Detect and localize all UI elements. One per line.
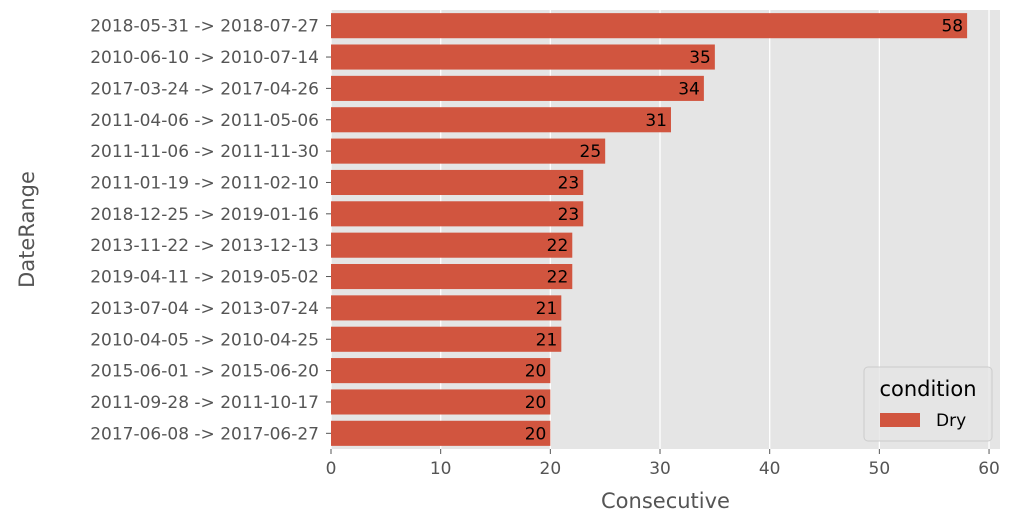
legend-swatch-dry — [880, 413, 920, 427]
bar-10 — [331, 326, 562, 352]
bar-value-label-1: 35 — [689, 48, 711, 68]
legend-title: condition — [879, 377, 976, 401]
bar-value-label-8: 22 — [547, 268, 569, 288]
x-tick-label-40: 40 — [759, 459, 781, 479]
bar-value-label-12: 20 — [525, 393, 547, 413]
bar-1 — [331, 44, 715, 70]
y-tick-label-9: 2013-07-04 -> 2013-07-24 — [90, 299, 319, 319]
bar-value-label-5: 23 — [558, 173, 580, 193]
bar-value-label-11: 20 — [525, 362, 547, 382]
bar-value-label-6: 23 — [558, 205, 580, 225]
bar-8 — [331, 263, 573, 290]
x-tick-label-50: 50 — [869, 459, 891, 479]
bar-7 — [331, 232, 573, 258]
legend: condition Dry — [863, 366, 993, 442]
y-tick-label-10: 2010-04-05 -> 2010-04-25 — [90, 330, 319, 350]
bar-6 — [331, 201, 584, 227]
bar-12 — [331, 389, 551, 415]
bar-value-label-2: 34 — [678, 79, 700, 99]
x-tick-labels: 0 10 20 30 40 50 60 — [326, 449, 1000, 479]
y-tick-label-4: 2011-11-06 -> 2011-11-30 — [90, 142, 319, 162]
y-tick-label-8: 2019-04-11 -> 2019-05-02 — [90, 268, 319, 288]
y-tick-label-3: 2011-04-06 -> 2011-05-06 — [90, 111, 319, 131]
bar-value-label-7: 22 — [547, 236, 569, 256]
bar-value-label-9: 21 — [536, 299, 558, 319]
x-tick-label-20: 20 — [540, 459, 562, 479]
y-tick-label-11: 2015-06-01 -> 2015-06-20 — [90, 362, 319, 382]
bar-value-label-10: 21 — [536, 330, 558, 350]
x-axis-label: Consecutive — [601, 489, 730, 513]
y-tick-label-5: 2011-01-19 -> 2011-02-10 — [90, 173, 319, 193]
bar-3 — [331, 107, 671, 133]
y-tick-label-2: 2017-03-24 -> 2017-04-26 — [90, 79, 319, 99]
y-tick-label-0: 2018-05-31 -> 2018-07-27 — [90, 17, 319, 37]
bar-2 — [331, 75, 704, 101]
bar-11 — [331, 358, 551, 384]
y-tick-label-13: 2017-06-08 -> 2017-06-27 — [90, 424, 319, 444]
bar-value-label-4: 25 — [580, 142, 602, 162]
legend-label-dry: Dry — [936, 411, 966, 431]
y-tick-label-12: 2011-09-28 -> 2011-10-17 — [90, 393, 319, 413]
bar-value-label-3: 31 — [645, 111, 667, 131]
bar-0 — [331, 13, 968, 39]
x-tick-label-60: 60 — [978, 459, 1000, 479]
bar-4 — [331, 138, 606, 164]
x-tick-label-0: 0 — [326, 459, 337, 479]
y-axis-label: DateRange — [15, 171, 39, 288]
bar-value-label-13: 20 — [525, 424, 547, 444]
bar-9 — [331, 295, 562, 321]
bar-13 — [331, 420, 551, 446]
bar-value-label-0: 58 — [941, 17, 963, 37]
x-tick-label-10: 10 — [430, 459, 452, 479]
x-tick-label-30: 30 — [649, 459, 671, 479]
y-tick-labels: 2018-05-31 -> 2018-07-27 2010-06-10 -> 20… — [90, 17, 331, 444]
y-tick-label-1: 2010-06-10 -> 2010-07-14 — [90, 48, 319, 68]
bars — [331, 13, 968, 446]
bar-5 — [331, 169, 584, 196]
y-tick-label-7: 2013-11-22 -> 2013-12-13 — [90, 236, 319, 256]
y-tick-label-6: 2018-12-25 -> 2019-01-16 — [90, 205, 319, 225]
